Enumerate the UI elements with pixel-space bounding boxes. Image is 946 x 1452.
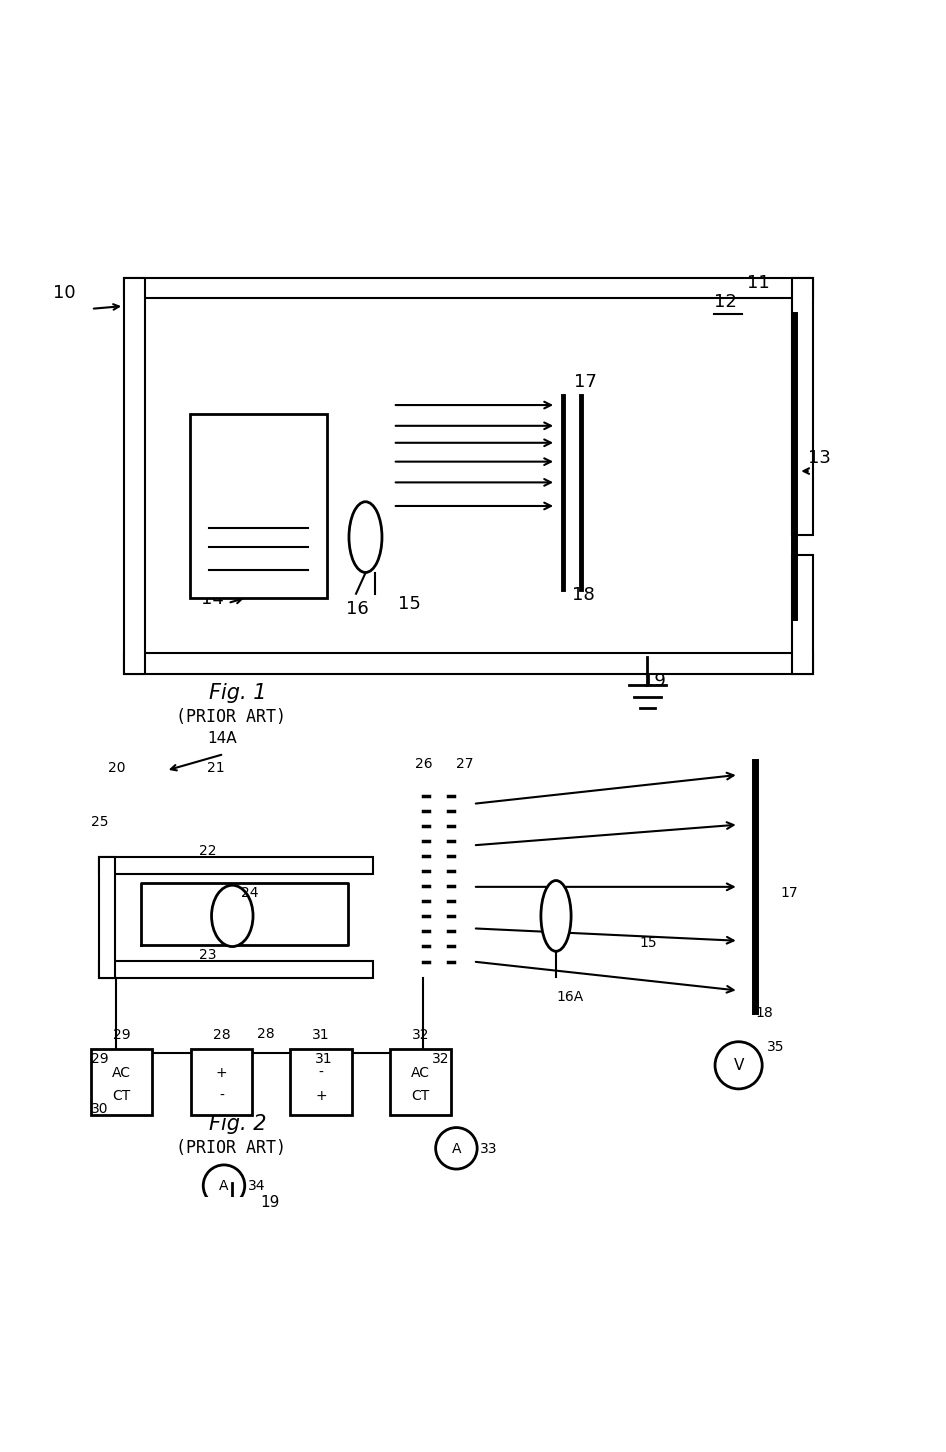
Text: (PRIOR ART): (PRIOR ART) bbox=[176, 709, 286, 726]
Text: 30: 30 bbox=[91, 1101, 109, 1115]
Text: 23: 23 bbox=[199, 948, 217, 961]
Bar bbox=[124, 279, 813, 299]
Bar bbox=[290, 1050, 352, 1115]
Bar bbox=[99, 858, 114, 979]
Text: 22: 22 bbox=[199, 844, 217, 858]
Text: 14: 14 bbox=[201, 590, 224, 608]
Text: 25: 25 bbox=[91, 815, 109, 829]
Text: 32: 32 bbox=[431, 1051, 449, 1066]
Text: CT: CT bbox=[113, 1089, 131, 1104]
Text: 18: 18 bbox=[755, 1006, 773, 1019]
Ellipse shape bbox=[541, 881, 571, 951]
Text: Fig. 1: Fig. 1 bbox=[209, 682, 267, 703]
Text: 18: 18 bbox=[572, 585, 595, 604]
Ellipse shape bbox=[349, 502, 382, 572]
Text: 15: 15 bbox=[397, 595, 420, 613]
Bar bbox=[99, 858, 374, 874]
Text: 15: 15 bbox=[639, 935, 657, 950]
Bar bbox=[792, 279, 813, 536]
Text: A: A bbox=[451, 1141, 461, 1156]
Text: 34: 34 bbox=[248, 1179, 265, 1192]
Text: 20: 20 bbox=[108, 761, 125, 775]
Bar bbox=[124, 653, 813, 674]
Text: 11: 11 bbox=[746, 274, 769, 292]
Bar bbox=[792, 555, 813, 674]
Text: 10: 10 bbox=[53, 283, 76, 302]
Text: 33: 33 bbox=[480, 1141, 498, 1156]
Text: 14A: 14A bbox=[207, 730, 237, 746]
Text: 12: 12 bbox=[713, 293, 736, 311]
Text: 29: 29 bbox=[91, 1051, 109, 1066]
Bar bbox=[792, 279, 813, 536]
Text: CT: CT bbox=[412, 1089, 429, 1104]
Text: Fig. 2: Fig. 2 bbox=[209, 1114, 267, 1134]
Ellipse shape bbox=[212, 886, 253, 947]
Bar bbox=[124, 279, 813, 299]
Bar bbox=[191, 1050, 252, 1115]
Text: (PRIOR ART): (PRIOR ART) bbox=[176, 1138, 286, 1157]
Text: AC: AC bbox=[412, 1066, 430, 1079]
Bar bbox=[99, 858, 374, 874]
Bar bbox=[91, 1050, 152, 1115]
Circle shape bbox=[715, 1043, 762, 1089]
Text: 31: 31 bbox=[312, 1028, 330, 1041]
Text: 31: 31 bbox=[315, 1051, 333, 1066]
Text: 16: 16 bbox=[345, 600, 368, 617]
Text: A: A bbox=[219, 1179, 229, 1192]
Text: 28: 28 bbox=[213, 1028, 230, 1041]
Text: 35: 35 bbox=[767, 1040, 784, 1054]
Text: 26: 26 bbox=[415, 756, 432, 771]
Text: 21: 21 bbox=[207, 761, 225, 775]
Text: +: + bbox=[216, 1066, 227, 1079]
Bar bbox=[124, 279, 145, 674]
Text: AC: AC bbox=[113, 1066, 131, 1079]
Text: -: - bbox=[219, 1089, 224, 1104]
Bar bbox=[124, 653, 813, 674]
Text: 19: 19 bbox=[642, 672, 666, 690]
Text: V: V bbox=[733, 1059, 744, 1073]
Text: 29: 29 bbox=[113, 1028, 131, 1041]
Bar bbox=[99, 858, 114, 979]
Text: 16A: 16A bbox=[556, 989, 584, 1003]
Bar bbox=[99, 961, 374, 979]
Text: 17: 17 bbox=[574, 373, 597, 391]
Text: 27: 27 bbox=[456, 756, 474, 771]
Text: +: + bbox=[315, 1089, 327, 1104]
Bar bbox=[390, 1050, 451, 1115]
Text: 13: 13 bbox=[808, 449, 831, 466]
Bar bbox=[792, 555, 813, 674]
Bar bbox=[124, 279, 145, 674]
Text: 24: 24 bbox=[240, 886, 258, 899]
Text: 32: 32 bbox=[412, 1028, 429, 1041]
Circle shape bbox=[203, 1165, 245, 1207]
Text: -: - bbox=[319, 1066, 324, 1079]
Bar bbox=[99, 961, 374, 979]
Bar bbox=[190, 415, 326, 598]
Text: 19: 19 bbox=[260, 1195, 280, 1210]
Text: 17: 17 bbox=[780, 886, 797, 899]
Text: 28: 28 bbox=[257, 1027, 275, 1041]
Circle shape bbox=[436, 1128, 477, 1169]
